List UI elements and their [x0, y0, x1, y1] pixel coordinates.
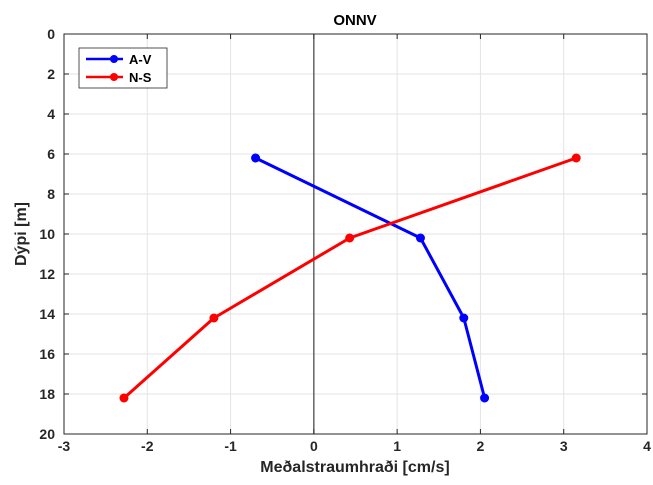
y-tick-label: 16 [39, 346, 55, 362]
y-tick-label: 18 [39, 386, 55, 402]
y-tick-label: 6 [47, 146, 55, 162]
y-tick-label: 10 [39, 226, 55, 242]
y-tick-label: 2 [47, 66, 55, 82]
x-tick-label: -1 [224, 438, 237, 454]
y-tick-label: 0 [47, 26, 55, 42]
x-tick-label: -2 [141, 438, 154, 454]
y-tick-label: 20 [39, 426, 55, 442]
series-layer [119, 153, 581, 403]
y-axis-label: Dýpi [m] [13, 202, 30, 266]
series-line-n-s [123, 156, 577, 400]
legend-marker-n-s [110, 73, 118, 81]
data-point-n-s [345, 233, 355, 243]
legend-marker-a-v [110, 55, 118, 63]
series-line-a-v [254, 156, 487, 399]
x-axis-label: Meðalstraumhraði [cm/s] [260, 459, 449, 476]
x-tick-label: 0 [310, 438, 318, 454]
x-tick-label: 3 [560, 438, 568, 454]
legend: A-V N-S [78, 47, 168, 89]
y-tick-label: 8 [47, 186, 55, 202]
x-tick-label: 4 [643, 438, 651, 454]
data-point-n-s [571, 153, 581, 163]
x-ticks: -3 -2 -1 0 1 2 3 4 [58, 34, 651, 454]
legend-label-n-s: N-S [129, 70, 152, 85]
chart-title: ONNV [333, 12, 376, 29]
y-ticks: 0 2 4 6 8 10 12 14 16 18 20 [39, 26, 647, 442]
x-tick-label: 1 [393, 438, 401, 454]
y-tick-label: 4 [47, 106, 55, 122]
legend-box [78, 47, 168, 89]
data-point-a-v [415, 233, 425, 243]
y-tick-label: 12 [39, 266, 55, 282]
x-tick-label: 2 [477, 438, 485, 454]
x-tick-label: -3 [58, 438, 71, 454]
data-point-a-v [480, 393, 490, 403]
data-point-n-s [209, 313, 219, 323]
data-point-a-v [251, 153, 261, 163]
legend-label-a-v: A-V [129, 52, 152, 67]
data-point-a-v [459, 313, 469, 323]
y-tick-label: 14 [39, 306, 55, 322]
data-point-n-s [119, 393, 129, 403]
